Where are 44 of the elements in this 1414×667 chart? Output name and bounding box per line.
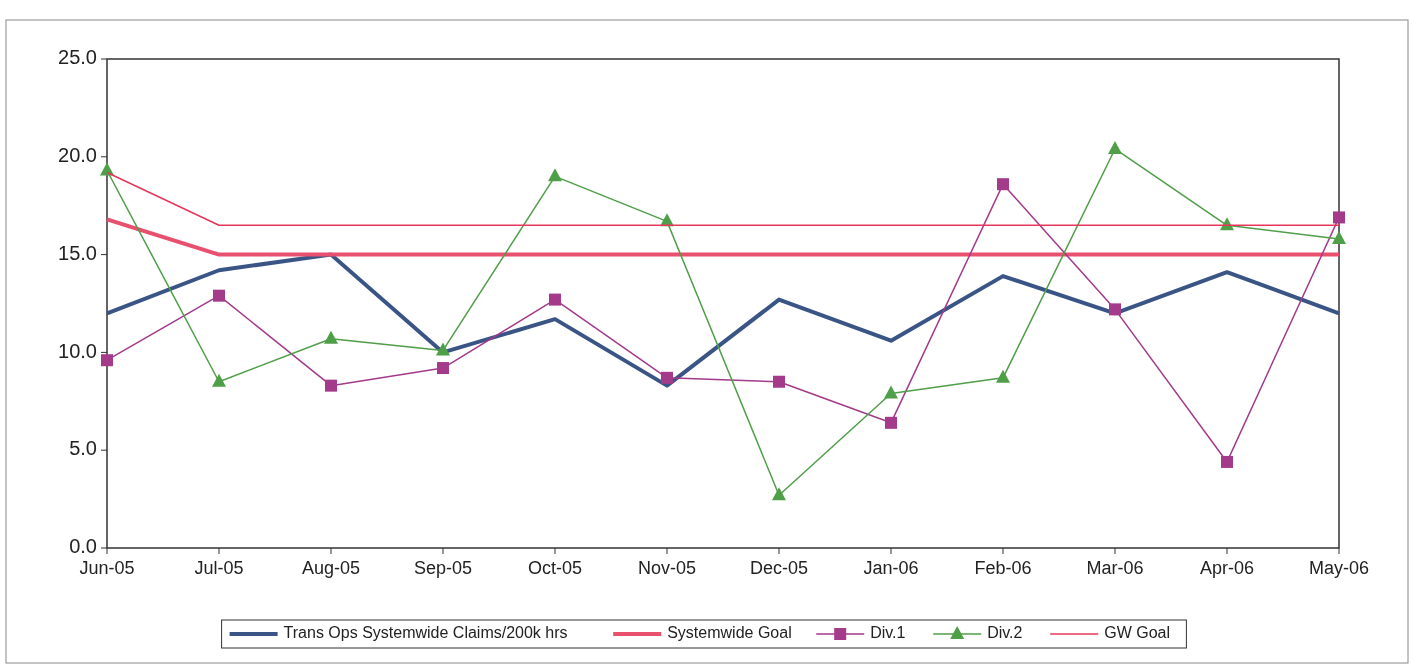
- point: [437, 362, 449, 375]
- x-tick-label: Jul-05: [194, 558, 244, 578]
- point: [549, 293, 561, 306]
- point: [1108, 140, 1122, 154]
- point: [885, 416, 897, 429]
- x-tick-label: Jan-06: [863, 558, 919, 578]
- x-tick-label: Dec-05: [749, 558, 809, 578]
- point: [1109, 303, 1121, 316]
- y-tick-label: 0.0: [69, 535, 97, 558]
- x-tick-label: Aug-05: [301, 558, 361, 578]
- point: [325, 379, 337, 392]
- x-tick-label: Sep-05: [413, 558, 473, 578]
- point: [324, 330, 338, 344]
- point: [213, 289, 225, 302]
- point: [772, 487, 786, 501]
- y-tick-label: 20.0: [58, 144, 97, 167]
- x-tick-label: Mar-06: [1086, 558, 1144, 578]
- point: [996, 369, 1010, 383]
- legend-label: Div.2: [987, 624, 1023, 642]
- x-tick-label: May-06: [1308, 558, 1370, 578]
- point: [661, 371, 673, 384]
- x-tick-label: Feb-06: [974, 558, 1032, 578]
- x-tick-label: Oct-05: [527, 558, 583, 578]
- point: [773, 375, 785, 388]
- x-tick-label: Nov-05: [637, 558, 697, 578]
- point: [548, 168, 562, 182]
- legend-label: Div.1: [870, 624, 906, 642]
- y-tick-label: 25.0: [58, 46, 97, 69]
- legend-label: Systemwide Goal: [667, 624, 792, 642]
- point: [212, 373, 226, 387]
- x-tick-label: Jun-05: [79, 558, 135, 578]
- point: [997, 178, 1009, 191]
- point: [884, 385, 898, 399]
- legend-label: GW Goal: [1104, 624, 1170, 642]
- y-tick-label: 10.0: [58, 339, 97, 362]
- y-tick-label: 5.0: [69, 437, 97, 460]
- point: [436, 342, 450, 356]
- x-tick-label: Apr-06: [1199, 558, 1255, 578]
- legend-label: Trans Ops Systemwide Claims/200k hrs: [283, 624, 568, 642]
- point: [101, 354, 113, 367]
- point: [1221, 455, 1233, 468]
- point: [1333, 211, 1345, 224]
- y-tick-label: 15.0: [58, 241, 97, 264]
- point: [1332, 230, 1346, 244]
